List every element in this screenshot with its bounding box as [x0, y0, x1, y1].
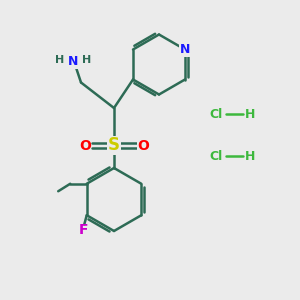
- Text: H: H: [245, 149, 256, 163]
- Text: F: F: [79, 223, 88, 237]
- Text: H: H: [56, 55, 64, 65]
- Text: N: N: [68, 55, 79, 68]
- Text: H: H: [245, 107, 256, 121]
- Text: O: O: [137, 139, 149, 152]
- Text: N: N: [180, 43, 190, 56]
- Text: Cl: Cl: [209, 107, 223, 121]
- Text: S: S: [108, 136, 120, 154]
- Text: O: O: [79, 139, 91, 152]
- Text: Cl: Cl: [209, 149, 223, 163]
- Text: H: H: [82, 55, 91, 65]
